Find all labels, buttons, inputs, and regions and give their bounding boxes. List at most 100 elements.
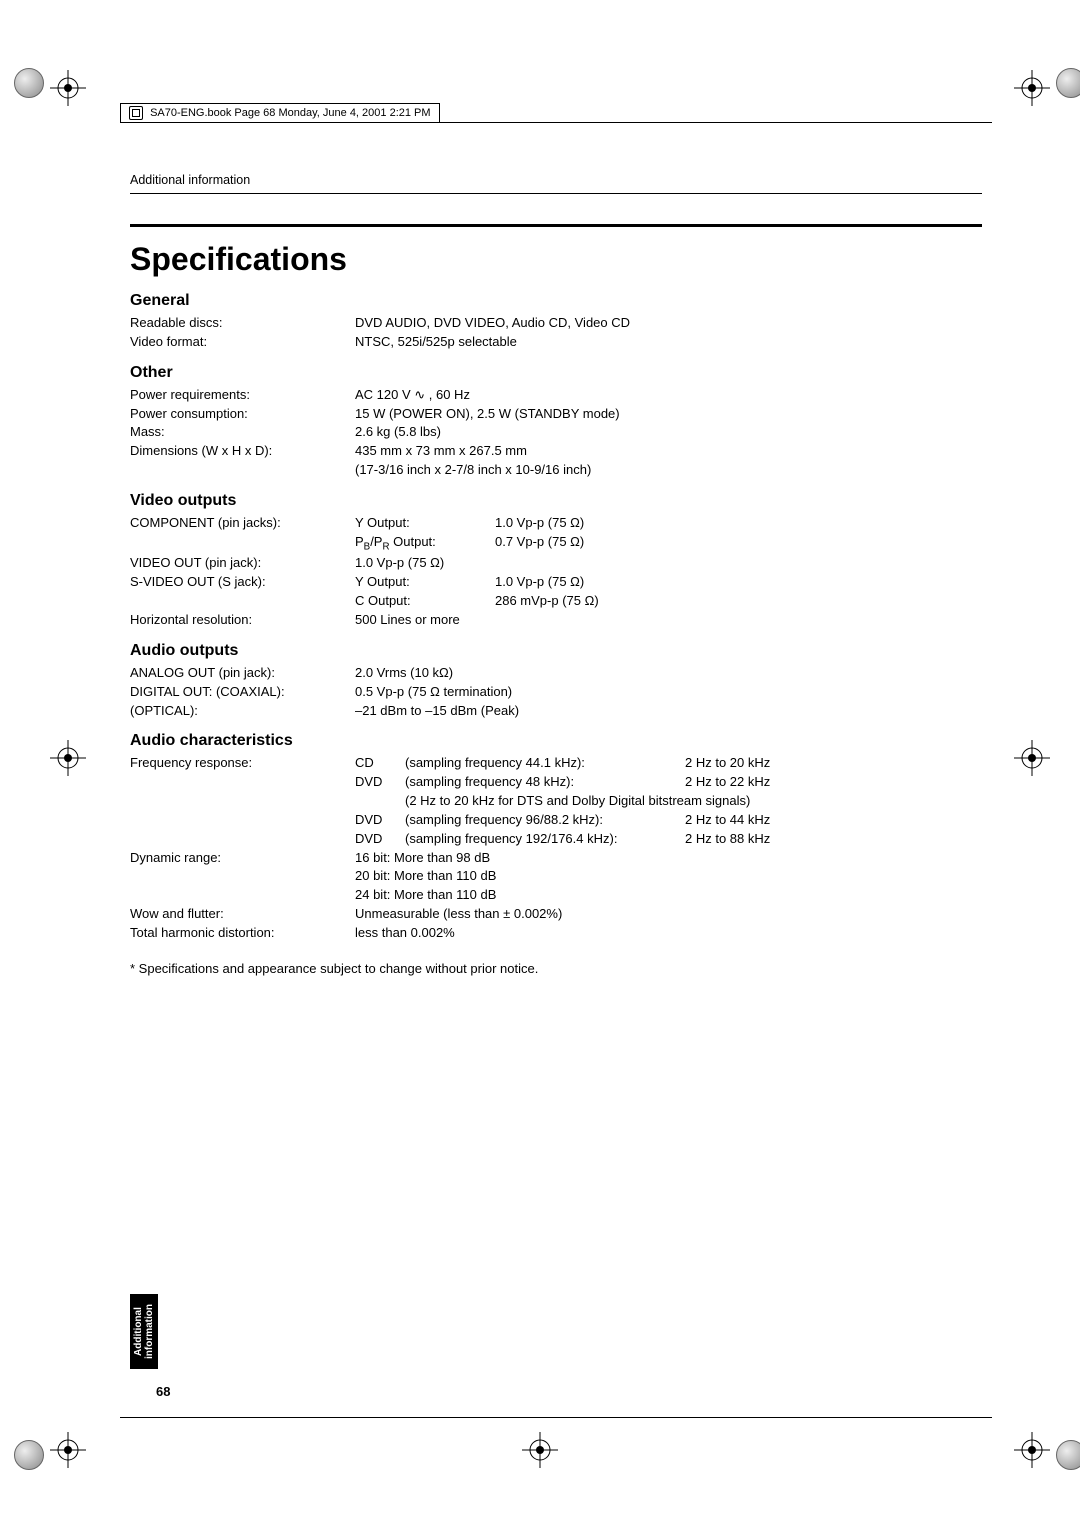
punch-mark-tr (1056, 68, 1080, 98)
section-label: Additional information (130, 173, 982, 187)
spec-subcol: 500 Lines or more (355, 611, 495, 630)
spec-value: Y Output:1.0 Vp-p (75 Ω) (355, 514, 982, 533)
crop-mark-left (50, 740, 86, 776)
spec-row: Power consumption:15 W (POWER ON), 2.5 W… (130, 405, 982, 424)
spec-subcol: C Output: (355, 592, 495, 611)
spec-label (130, 461, 355, 480)
spec-value: 0.5 Vp-p (75 Ω termination) (355, 683, 982, 702)
spec-value: 435 mm x 73 mm x 267.5 mm (355, 442, 982, 461)
spec-label: Readable discs: (130, 314, 355, 333)
spec-cell (130, 811, 355, 830)
spec-value: 24 bit: More than 110 dB (355, 886, 982, 905)
spec-row: DVD(sampling frequency 48 kHz):2 Hz to 2… (130, 773, 982, 792)
spec-subcol: 1.0 Vp-p (75 Ω) (355, 554, 495, 573)
spec-row: C Output:286 mVp-p (75 Ω) (130, 592, 982, 611)
spec-row: 20 bit: More than 110 dB (130, 867, 982, 886)
spec-row: COMPONENT (pin jacks):Y Output:1.0 Vp-p … (130, 514, 982, 533)
spec-value: NTSC, 525i/525p selectable (355, 333, 982, 352)
spec-value: C Output:286 mVp-p (75 Ω) (355, 592, 982, 611)
spec-subval: 286 mVp-p (75 Ω) (495, 592, 982, 611)
spec-label: Wow and flutter: (130, 905, 355, 924)
spec-label: Horizontal resolution: (130, 611, 355, 630)
spec-cell: Frequency response: (130, 754, 355, 773)
spec-row: PB/PR Output:0.7 Vp-p (75 Ω) (130, 533, 982, 555)
spec-cell: (sampling frequency 48 kHz): (405, 773, 685, 792)
spec-label: Dimensions (W x H x D): (130, 442, 355, 461)
spec-label: Video format: (130, 333, 355, 352)
spec-label: COMPONENT (pin jacks): (130, 514, 355, 533)
spec-value: 1.0 Vp-p (75 Ω) (355, 554, 982, 573)
spec-label (130, 886, 355, 905)
spec-label: ANALOG OUT (pin jack): (130, 664, 355, 683)
spec-row: Total harmonic distortion:less than 0.00… (130, 924, 982, 943)
punch-mark-tl (14, 68, 44, 98)
spec-subcol: PB/PR Output: (355, 533, 495, 555)
spec-value: (17-3/16 inch x 2-7/8 inch x 10-9/16 inc… (355, 461, 982, 480)
spec-label: Mass: (130, 423, 355, 442)
spec-row: Wow and flutter:Unmeasurable (less than … (130, 905, 982, 924)
spec-cell: 2 Hz to 44 kHz (685, 811, 982, 830)
spec-row: Mass:2.6 kg (5.8 lbs) (130, 423, 982, 442)
spec-cell: DVD (355, 811, 405, 830)
crop-mark-bottom (522, 1432, 558, 1468)
spec-label: Power consumption: (130, 405, 355, 424)
spec-row: DVD(sampling frequency 192/176.4 kHz):2 … (130, 830, 982, 849)
heading-video: Video outputs (130, 492, 982, 510)
spec-value: 16 bit: More than 98 dB (355, 849, 982, 868)
spec-subval: 1.0 Vp-p (75 Ω) (495, 573, 982, 592)
spec-subval (495, 611, 982, 630)
spec-subcol: Y Output: (355, 514, 495, 533)
spec-subval: 1.0 Vp-p (75 Ω) (495, 514, 982, 533)
spec-row: (OPTICAL):–21 dBm to –15 dBm (Peak) (130, 702, 982, 721)
spec-value: DVD AUDIO, DVD VIDEO, Audio CD, Video CD (355, 314, 982, 333)
crop-mark-tl (50, 70, 86, 106)
page-title: Specifications (130, 241, 982, 278)
spec-row: S-VIDEO OUT (S jack):Y Output:1.0 Vp-p (… (130, 573, 982, 592)
thin-rule (130, 193, 982, 194)
crop-mark-bl (50, 1432, 86, 1468)
spec-label (130, 867, 355, 886)
spec-label: DIGITAL OUT: (COAXIAL): (130, 683, 355, 702)
footnote: * Specifications and appearance subject … (130, 961, 982, 976)
spec-subval: 0.7 Vp-p (75 Ω) (495, 533, 982, 555)
spec-label: VIDEO OUT (pin jack): (130, 554, 355, 573)
spec-value: AC 120 V ∿ , 60 Hz (355, 386, 982, 405)
spec-value: PB/PR Output:0.7 Vp-p (75 Ω) (355, 533, 982, 555)
spec-cell: 2 Hz to 88 kHz (685, 830, 982, 849)
spec-row: ANALOG OUT (pin jack):2.0 Vrms (10 kΩ) (130, 664, 982, 683)
spec-subval (495, 554, 982, 573)
spec-row: Power requirements:AC 120 V ∿ , 60 Hz (130, 386, 982, 405)
spec-subcol: Y Output: (355, 573, 495, 592)
spec-label: (OPTICAL): (130, 702, 355, 721)
spec-cell: DVD (355, 773, 405, 792)
spec-label: S-VIDEO OUT (S jack): (130, 573, 355, 592)
spec-cell: 2 Hz to 22 kHz (685, 773, 982, 792)
page-frame: SA70-ENG.book Page 68 Monday, June 4, 20… (120, 122, 992, 1418)
spec-value: 20 bit: More than 110 dB (355, 867, 982, 886)
print-header: SA70-ENG.book Page 68 Monday, June 4, 20… (120, 103, 440, 123)
spec-row: Horizontal resolution:500 Lines or more (130, 611, 982, 630)
spec-row: DIGITAL OUT: (COAXIAL):0.5 Vp-p (75 Ω te… (130, 683, 982, 702)
crop-mark-right (1014, 740, 1050, 776)
spec-row: 24 bit: More than 110 dB (130, 886, 982, 905)
spec-label (130, 592, 355, 611)
spec-cell (750, 792, 982, 811)
spec-row: Video format:NTSC, 525i/525p selectable (130, 333, 982, 352)
spec-label: Dynamic range: (130, 849, 355, 868)
crop-mark-br (1014, 1432, 1050, 1468)
side-tab: Additionalinformation (130, 1294, 158, 1369)
spec-row: Dynamic range:16 bit: More than 98 dB (130, 849, 982, 868)
spec-value: Unmeasurable (less than ± 0.002%) (355, 905, 982, 924)
spec-row: (2 Hz to 20 kHz for DTS and Dolby Digita… (130, 792, 982, 811)
spec-cell (130, 792, 355, 811)
thick-rule (130, 224, 982, 227)
spec-row: (17-3/16 inch x 2-7/8 inch x 10-9/16 inc… (130, 461, 982, 480)
spec-row: Readable discs:DVD AUDIO, DVD VIDEO, Aud… (130, 314, 982, 333)
spec-row: Frequency response:CD(sampling frequency… (130, 754, 982, 773)
print-header-text: SA70-ENG.book Page 68 Monday, June 4, 20… (150, 107, 430, 119)
spec-cell: (sampling frequency 44.1 kHz): (405, 754, 685, 773)
crop-mark-tr (1014, 70, 1050, 106)
heading-other: Other (130, 364, 982, 382)
spec-value: 2.0 Vrms (10 kΩ) (355, 664, 982, 683)
spec-cell: DVD (355, 830, 405, 849)
